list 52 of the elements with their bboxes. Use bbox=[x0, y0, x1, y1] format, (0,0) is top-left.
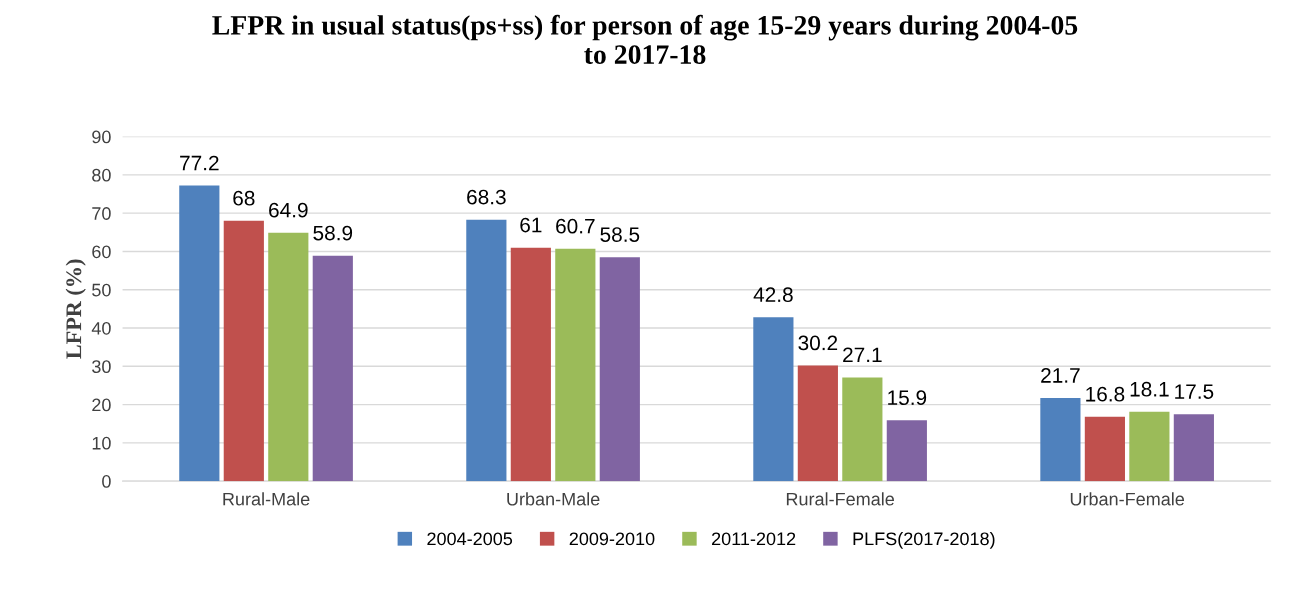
y-tick-label: 50 bbox=[92, 283, 111, 297]
bar bbox=[886, 420, 927, 482]
x-tick-label: Urban-Male bbox=[507, 492, 600, 506]
data-label: 60.7 bbox=[556, 218, 595, 234]
data-label: 58.9 bbox=[313, 225, 353, 241]
bar bbox=[753, 317, 794, 482]
bar bbox=[599, 257, 640, 482]
data-label: 42.8 bbox=[753, 287, 793, 303]
data-label: 77.2 bbox=[180, 155, 219, 171]
data-label: 68.3 bbox=[467, 189, 506, 205]
y-tick-label: 80 bbox=[92, 168, 111, 182]
y-tick-label: 0 bbox=[102, 475, 111, 488]
bar bbox=[223, 220, 264, 482]
legend-label: PLFS(2017-2018) bbox=[853, 531, 995, 549]
bar bbox=[312, 255, 353, 482]
data-label: 64.9 bbox=[269, 202, 308, 218]
bar bbox=[797, 365, 838, 482]
legend-label: 2009-2010 bbox=[569, 532, 655, 546]
chart-title: LFPR in usual status(ps+ss) for person of age 15-29 years during 2004-05 to 2017-18 bbox=[212, 14, 1078, 64]
y-tick-label: 20 bbox=[92, 398, 111, 412]
data-label: 15.9 bbox=[888, 390, 927, 406]
y-tick-label: 90 bbox=[92, 130, 111, 144]
y-tick-label: 10 bbox=[92, 436, 111, 450]
x-tick-label: Rural-Female bbox=[786, 492, 894, 506]
bar bbox=[1040, 398, 1081, 482]
legend-label: 2011-2012 bbox=[712, 532, 796, 546]
data-label: 68 bbox=[233, 190, 255, 206]
data-label: 21.7 bbox=[1041, 368, 1080, 383]
data-label: 27.1 bbox=[843, 347, 882, 362]
bar bbox=[510, 247, 551, 482]
bar bbox=[466, 219, 507, 482]
data-label: 18.1 bbox=[1130, 381, 1169, 397]
x-tick-label: Urban-Female bbox=[1070, 492, 1185, 506]
y-tick-label: 70 bbox=[92, 207, 111, 220]
y-axis-title: LFPR (%) bbox=[65, 259, 86, 359]
legend-label: 2004-2005 bbox=[427, 532, 513, 546]
bar bbox=[1084, 416, 1125, 482]
bar bbox=[1173, 414, 1214, 482]
y-tick-label: 60 bbox=[92, 245, 111, 259]
data-label: 61 bbox=[520, 217, 542, 233]
x-tick-label: Rural-Male bbox=[223, 492, 310, 506]
bar bbox=[268, 232, 309, 482]
bar bbox=[842, 377, 883, 482]
data-label: 58.5 bbox=[600, 227, 640, 242]
bar bbox=[179, 185, 220, 482]
bar bbox=[555, 248, 596, 482]
bar bbox=[1129, 411, 1170, 482]
data-label: 16.8 bbox=[1086, 386, 1125, 402]
data-label: 30.2 bbox=[798, 335, 838, 351]
y-tick-label: 30 bbox=[92, 360, 111, 374]
y-tick-label: 40 bbox=[91, 321, 111, 335]
data-label: 17.5 bbox=[1175, 384, 1214, 399]
